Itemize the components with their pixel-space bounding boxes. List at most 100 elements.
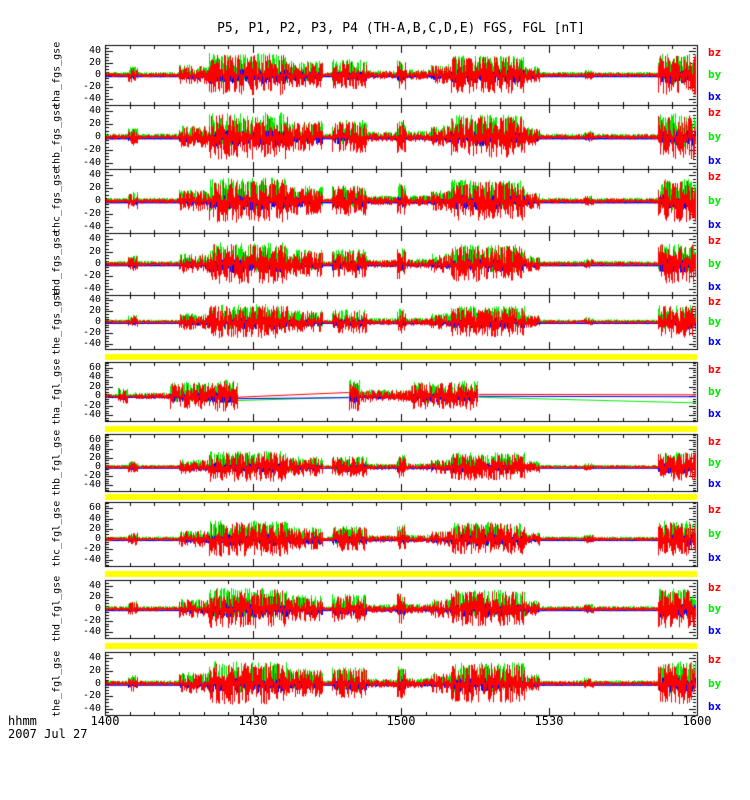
y-tick-label: 0 (94, 69, 101, 80)
y-tick-label: 0 (94, 195, 101, 206)
y-tick-label: 40 (88, 580, 101, 591)
y-tick-label: 0 (94, 678, 101, 689)
y-tick-label: -40 (82, 479, 101, 490)
trace-label-bx: bx (708, 407, 722, 420)
y-tick-label: -20 (82, 690, 101, 701)
y-tick-label: 20 (88, 523, 101, 534)
trace-label-by: by (708, 677, 722, 690)
y-tick-label: -20 (82, 327, 101, 338)
y-tick-label: -40 (82, 703, 101, 714)
x-tick-label: 1530 (534, 714, 564, 728)
trace-label-bx: bx (708, 624, 722, 637)
trace-label-bx: bx (708, 551, 722, 564)
trace-label-bz: bz (708, 435, 722, 448)
y-tick-label: -40 (82, 221, 101, 232)
trace-label-by: by (708, 194, 722, 207)
trace-label-by: by (708, 68, 722, 81)
trace-label-by: by (708, 257, 722, 270)
trace-label-bx: bx (708, 90, 722, 103)
y-tick-label: -20 (82, 270, 101, 281)
y-tick-label: 0 (94, 258, 101, 269)
y-tick-label: 0 (94, 603, 101, 614)
y-tick-label: 40 (88, 513, 101, 524)
trace-label-bz: bz (708, 581, 722, 594)
trace-label-bz: bz (708, 46, 722, 59)
trace-label-by: by (708, 456, 722, 469)
y-tick-label: 40 (88, 233, 101, 244)
y-tick-label: 20 (88, 452, 101, 463)
y-tick-label: 0 (94, 461, 101, 472)
trace-label-bx: bx (708, 218, 722, 231)
panel-y-axis-title: thd_fgs_gse (51, 230, 63, 298)
trace-label-bx: bx (708, 477, 722, 490)
x-tick-label: 1400 (90, 714, 120, 728)
trace-label-bx: bx (708, 700, 722, 713)
trace-label-bx: bx (708, 335, 722, 348)
panel-y-axis-title: tha_fgl_gse (51, 358, 63, 425)
y-tick-label: 0 (94, 131, 101, 142)
y-tick-label: -40 (82, 554, 101, 565)
y-tick-label: -20 (82, 144, 101, 155)
trace-label-bz: bz (708, 106, 722, 119)
y-tick-label: -20 (82, 400, 101, 411)
y-tick-label: 60 (88, 502, 101, 513)
y-tick-label: -40 (82, 283, 101, 294)
y-tick-label: -20 (82, 81, 101, 92)
y-tick-label: 20 (88, 381, 101, 392)
x-axis-date-label: 2007 Jul 27 (8, 727, 88, 741)
x-tick-label: 1500 (386, 714, 416, 728)
y-tick-label: 20 (88, 591, 101, 602)
y-tick-label: -40 (82, 93, 101, 104)
panel-y-axis-title: the_fgs_gse (51, 288, 63, 356)
x-axis-unit-label: hhmm (8, 714, 37, 728)
y-tick-label: 40 (88, 105, 101, 116)
trace-label-bz: bz (708, 295, 722, 308)
panel-y-axis-title: thb_fgl_gse (51, 429, 63, 496)
y-tick-label: -40 (82, 626, 101, 637)
y-tick-label: -40 (82, 338, 101, 349)
panel-y-axis-title: thb_fgs_gse (51, 103, 63, 171)
panel-y-axis-title: the_fgl_gse (51, 650, 63, 717)
trace-label-by: by (708, 315, 722, 328)
y-tick-label: 60 (88, 434, 101, 445)
y-tick-label: 40 (88, 652, 101, 663)
y-tick-label: 0 (94, 533, 101, 544)
y-tick-label: 40 (88, 169, 101, 180)
trace-label-bz: bz (708, 363, 722, 376)
y-tick-label: -20 (82, 470, 101, 481)
y-tick-label: -20 (82, 208, 101, 219)
panel-y-axis-title: tha_fgs_gse (51, 41, 63, 109)
y-tick-label: 40 (88, 371, 101, 382)
y-tick-label: -40 (82, 157, 101, 168)
trace-label-by: by (708, 527, 722, 540)
y-tick-label: 40 (88, 294, 101, 305)
trace-label-bz: bz (708, 234, 722, 247)
y-tick-label: 20 (88, 305, 101, 316)
panel-y-axis-title: thc_fgl_gse (51, 500, 63, 568)
y-tick-label: 40 (88, 443, 101, 454)
y-tick-label: -40 (82, 409, 101, 420)
panel-y-axis-title: thd_fgl_gse (51, 575, 63, 643)
y-tick-label: 60 (88, 362, 101, 373)
y-tick-label: 40 (88, 45, 101, 56)
plot-title: P5, P1, P2, P3, P4 (TH-A,B,C,D,E) FGS, F… (217, 21, 585, 36)
y-tick-label: 20 (88, 665, 101, 676)
panel-y-axis-title: thc_fgs_gse (51, 167, 63, 235)
y-tick-label: 20 (88, 182, 101, 193)
trace-label-bx: bx (708, 280, 722, 293)
trace-label-by: by (708, 130, 722, 143)
trace-label-bx: bx (708, 154, 722, 167)
trace-label-bz: bz (708, 653, 722, 666)
trace-label-by: by (708, 385, 722, 398)
x-tick-label: 1430 (238, 714, 268, 728)
x-tick-label: 1600 (682, 714, 712, 728)
trace-label-bz: bz (708, 170, 722, 183)
y-tick-label: -20 (82, 543, 101, 554)
y-tick-label: 20 (88, 57, 101, 68)
y-tick-label: 20 (88, 246, 101, 257)
y-tick-label: 0 (94, 390, 101, 401)
trace-label-by: by (708, 602, 722, 615)
trace-label-bz: bz (708, 503, 722, 516)
